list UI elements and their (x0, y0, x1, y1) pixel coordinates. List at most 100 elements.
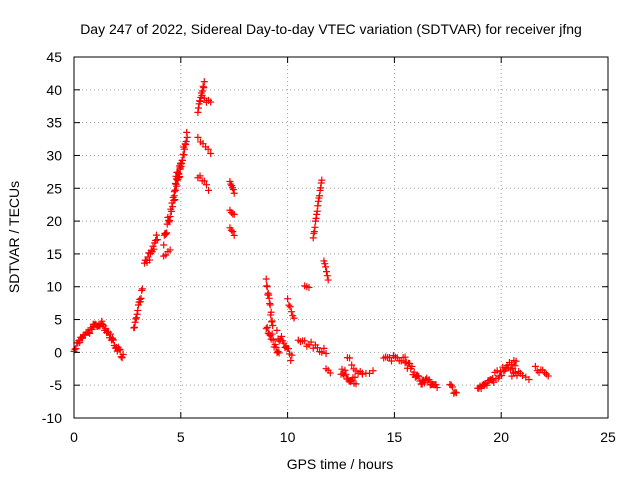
data-point (408, 362, 416, 370)
y-tick-label: 30 (46, 147, 62, 163)
data-point (483, 381, 491, 389)
data-point (194, 133, 202, 141)
data-points (70, 78, 552, 397)
data-point (348, 361, 356, 369)
data-point (415, 372, 423, 380)
y-axis-label: SDTVAR / TECUs (6, 181, 22, 293)
data-point (200, 78, 208, 86)
data-point (263, 283, 271, 291)
data-point (262, 275, 270, 283)
data-point (410, 368, 418, 376)
data-point (175, 170, 183, 178)
data-point (196, 172, 204, 180)
data-point (500, 367, 508, 375)
data-point (202, 181, 210, 189)
data-point (323, 272, 331, 280)
data-point (490, 378, 498, 386)
data-point (204, 145, 212, 153)
data-point (229, 186, 237, 194)
data-point (284, 295, 292, 303)
y-tick-label: 40 (46, 82, 62, 98)
data-point (116, 346, 124, 354)
data-point (146, 256, 154, 264)
data-point (290, 314, 298, 322)
x-axis-label: GPS time / hours (287, 456, 394, 472)
data-point (314, 344, 322, 352)
data-point (171, 196, 179, 204)
chart-title: Day 247 of 2022, Sidereal Day-to-day VTE… (80, 21, 582, 37)
data-point (321, 260, 329, 268)
data-point (262, 325, 270, 333)
data-point (205, 186, 213, 194)
data-point (149, 242, 157, 250)
data-point (322, 263, 330, 271)
data-point (266, 301, 274, 309)
data-point (318, 348, 326, 356)
data-point (275, 349, 283, 357)
data-point (351, 373, 359, 381)
data-point (108, 335, 116, 343)
x-tick-label: 25 (600, 429, 616, 445)
data-point (229, 228, 237, 236)
data-point (305, 283, 313, 291)
data-point (273, 326, 281, 334)
data-point (171, 186, 179, 194)
data-point (109, 336, 117, 344)
data-point (153, 236, 161, 244)
data-point (227, 180, 235, 188)
data-point (447, 381, 455, 389)
data-point (288, 351, 296, 359)
axis-ticks (73, 56, 609, 419)
data-point (86, 329, 94, 337)
data-point (425, 376, 433, 384)
data-point (341, 366, 349, 374)
grid-lines (74, 57, 608, 418)
data-point (452, 389, 460, 397)
data-point (448, 383, 456, 391)
data-point (369, 367, 377, 375)
data-point (352, 380, 360, 388)
plot-frame (73, 56, 609, 419)
data-point (263, 323, 271, 331)
data-point (274, 348, 282, 356)
y-tick-label: 10 (46, 279, 62, 295)
data-point (102, 325, 110, 333)
data-point (285, 301, 293, 309)
data-point (160, 241, 168, 249)
data-point (76, 339, 84, 347)
data-point (346, 354, 354, 362)
data-point (137, 294, 145, 302)
y-tick-label: -5 (50, 377, 63, 393)
data-point (132, 315, 140, 323)
data-point (138, 286, 146, 294)
data-point (163, 229, 171, 237)
y-tick-label: 5 (54, 312, 62, 328)
data-point (338, 365, 346, 373)
data-point (138, 285, 146, 293)
data-point (324, 276, 332, 284)
data-point (531, 362, 539, 370)
data-point (511, 368, 519, 376)
data-point (493, 367, 501, 375)
data-point (433, 384, 441, 392)
data-point (152, 231, 160, 239)
data-point (326, 369, 334, 377)
data-point (301, 337, 309, 345)
data-point (131, 318, 139, 326)
data-point (118, 354, 126, 362)
data-point (498, 372, 506, 380)
data-point (387, 357, 395, 365)
data-point (115, 345, 123, 353)
data-point (167, 207, 175, 215)
data-point (287, 357, 295, 365)
x-tick-label: 0 (70, 429, 78, 445)
data-point (477, 385, 485, 393)
data-point (542, 370, 550, 378)
data-point (119, 351, 127, 359)
data-point (182, 138, 190, 146)
data-point (84, 328, 92, 336)
x-tick-label: 20 (493, 429, 509, 445)
data-point (130, 323, 138, 331)
y-tick-label: 25 (46, 180, 62, 196)
